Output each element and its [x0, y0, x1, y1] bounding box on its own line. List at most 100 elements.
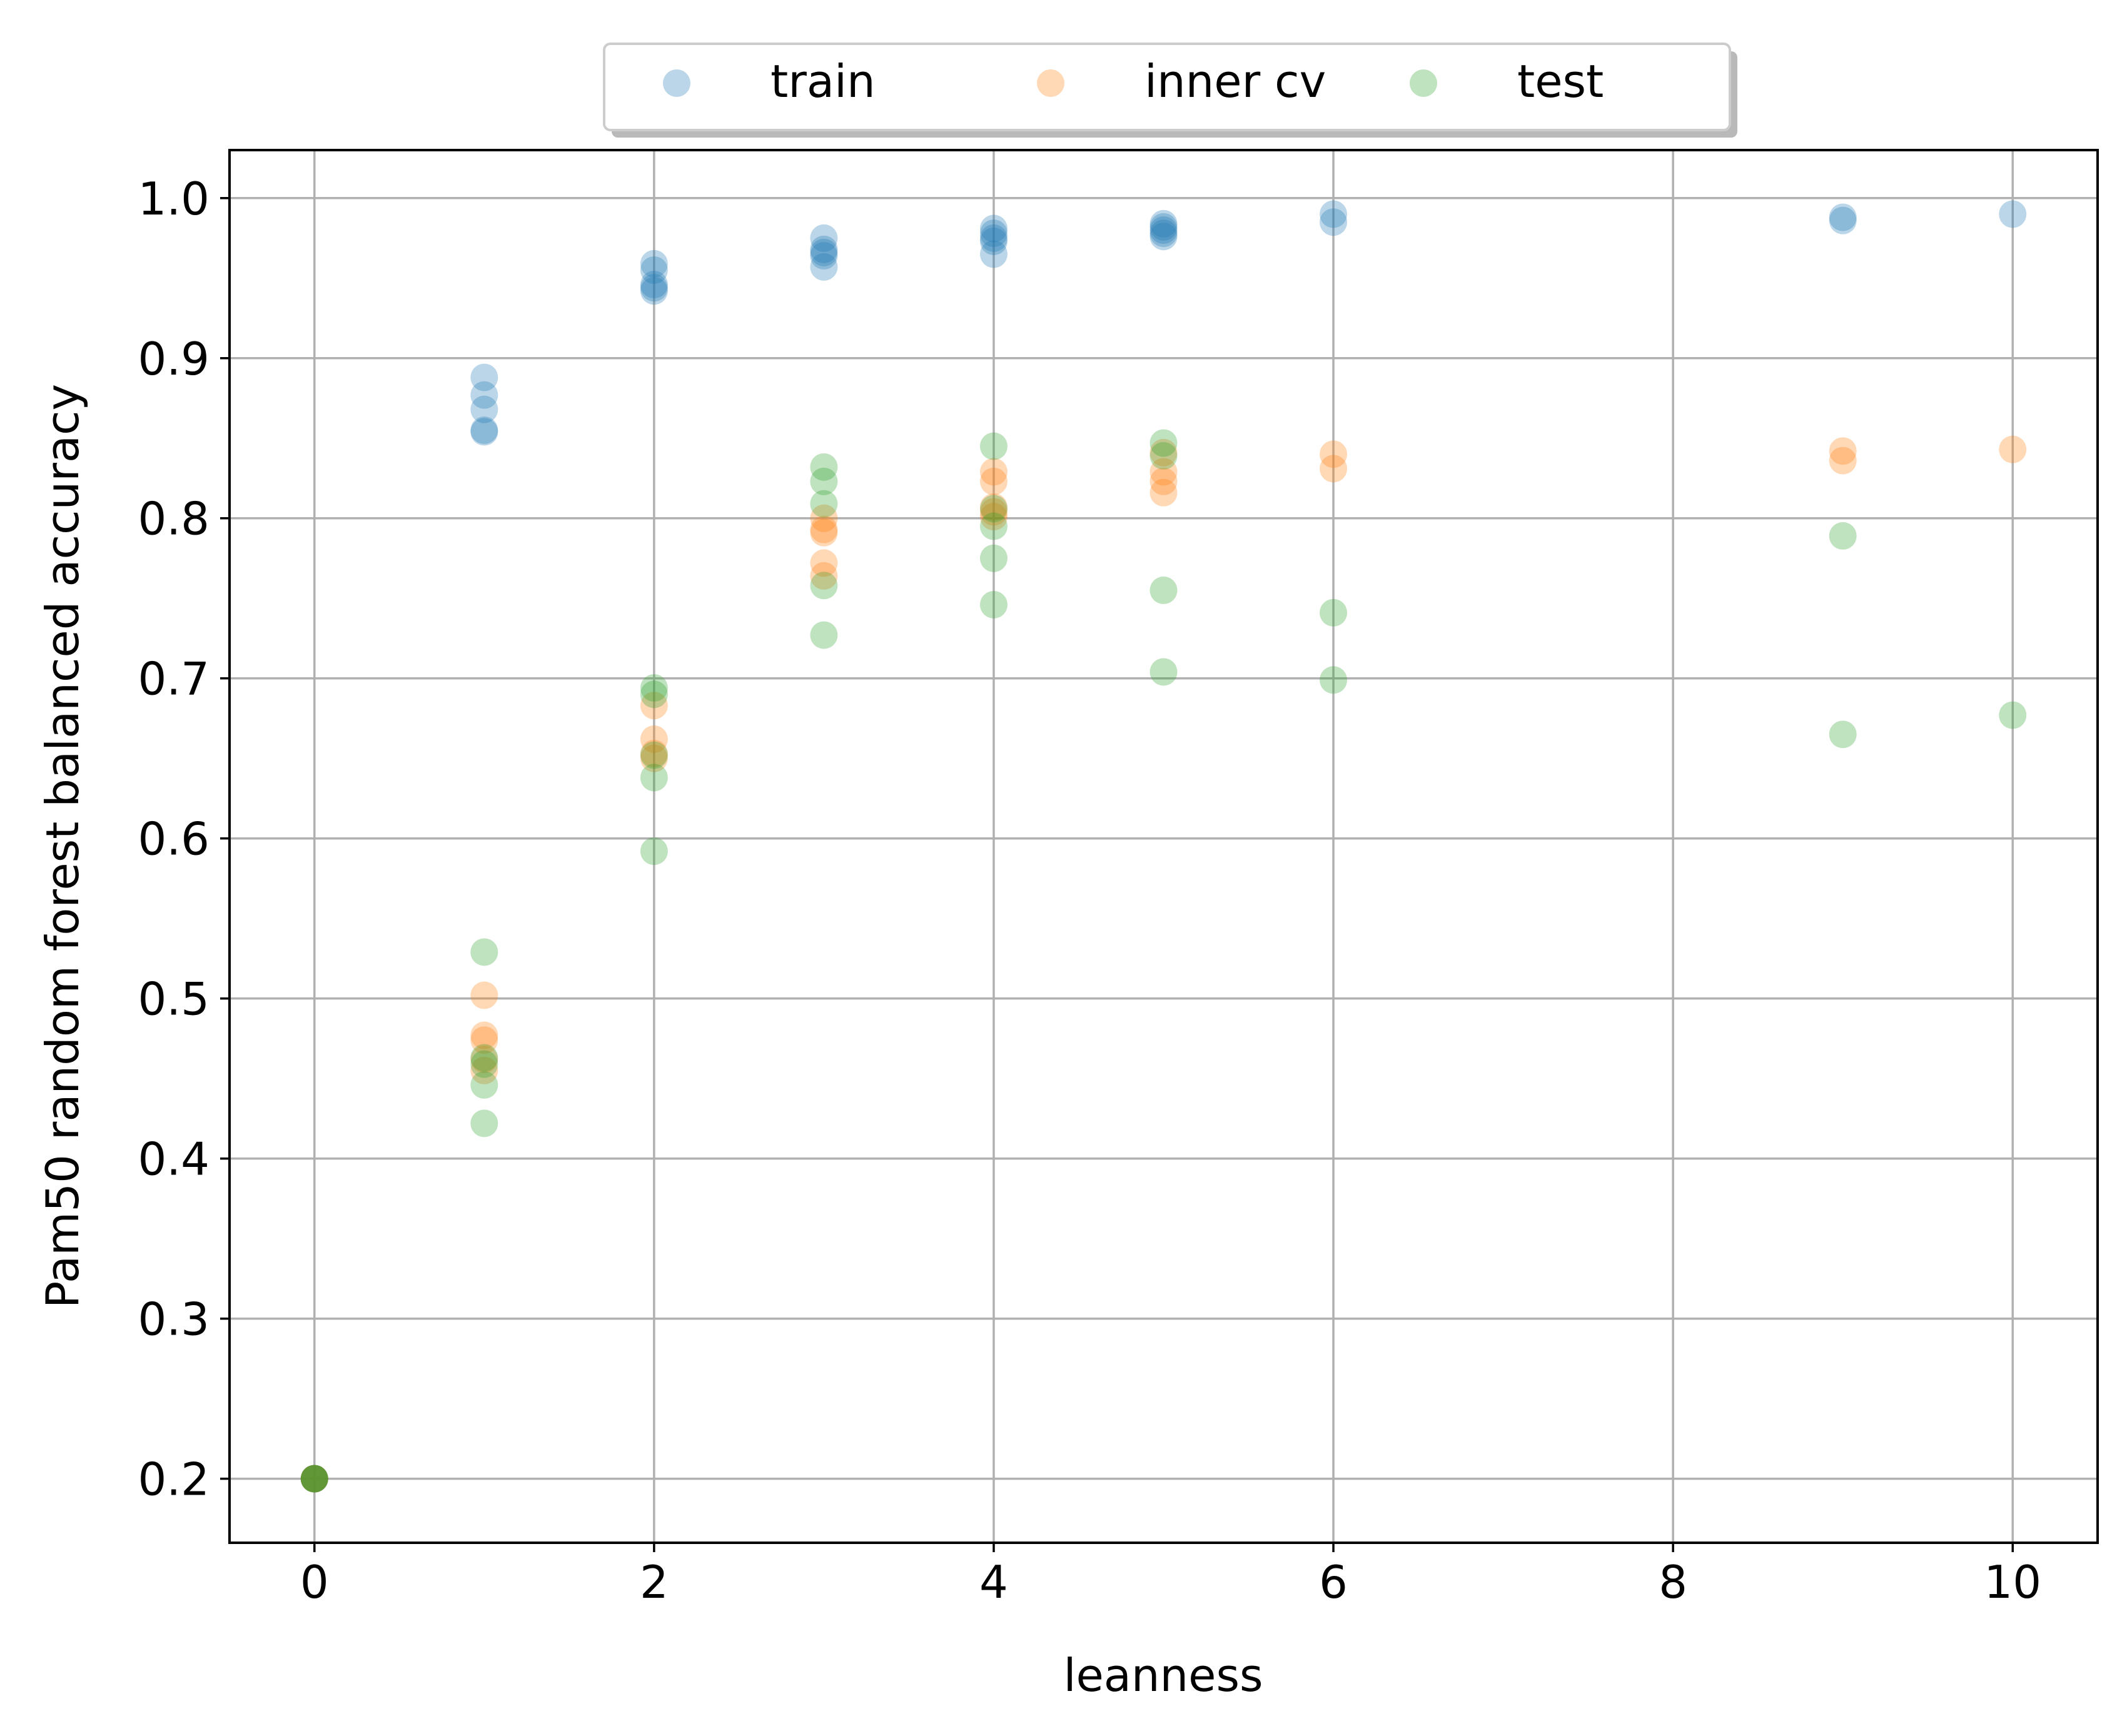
- point-inner-cv: [979, 493, 1008, 521]
- point-test: [1149, 442, 1178, 470]
- legend-box: [603, 43, 1731, 131]
- point-test: [640, 837, 668, 865]
- point-train: [640, 277, 668, 305]
- point-inner-cv: [1999, 435, 2027, 463]
- point-test: [810, 572, 838, 600]
- y-tick-label: 0.2: [138, 1453, 210, 1506]
- point-inner-cv: [470, 1026, 498, 1054]
- point-inner-cv: [979, 503, 1008, 531]
- legend-marker-train: [663, 69, 690, 97]
- legend-items: train inner cv test: [663, 55, 1604, 108]
- point-test: [979, 432, 1008, 460]
- point-train: [1320, 200, 1348, 228]
- point-train: [1149, 216, 1178, 244]
- y-axis-ticks: 0.2 0.3 0.4 0.5 0.6 0.7 0.8 0.9 1.0: [138, 173, 230, 1506]
- point-test: [1829, 522, 1857, 550]
- point-train: [640, 271, 668, 299]
- point-inner-cv: [1149, 438, 1178, 467]
- point-train: [810, 224, 838, 252]
- point-train: [640, 274, 668, 302]
- x-axis-ticks: 0 2 4 6 8 10: [300, 1543, 2041, 1608]
- point-test: [810, 490, 838, 518]
- point-inner-cv: [300, 1465, 328, 1493]
- point-test: [1149, 576, 1178, 604]
- point-test: [470, 1050, 498, 1078]
- grid-lines: [230, 150, 2098, 1543]
- point-test: [810, 453, 838, 481]
- point-train: [979, 220, 1008, 248]
- point-train: [1149, 213, 1178, 241]
- point-test: [1999, 701, 2027, 729]
- point-train: [470, 381, 498, 409]
- data-points: [300, 200, 2027, 1493]
- point-inner-cv: [810, 549, 838, 577]
- point-test: [979, 544, 1008, 572]
- point-train: [810, 238, 838, 266]
- point-inner-cv: [810, 518, 838, 547]
- point-train: [1149, 209, 1178, 238]
- point-train: [979, 227, 1008, 255]
- point-train: [470, 395, 498, 423]
- point-test: [1829, 720, 1857, 749]
- legend-label-train: train: [770, 55, 876, 108]
- point-test: [1320, 666, 1348, 694]
- point-train: [810, 241, 838, 270]
- x-tick-label: 2: [640, 1556, 669, 1608]
- point-train: [1149, 220, 1178, 248]
- point-inner-cv: [300, 1465, 328, 1493]
- point-train: [979, 224, 1008, 252]
- point-test: [810, 621, 838, 649]
- point-inner-cv: [979, 467, 1008, 495]
- point-test: [1320, 598, 1348, 627]
- point-test: [470, 1109, 498, 1138]
- y-tick-label: 1.0: [138, 173, 210, 225]
- point-test: [470, 1044, 498, 1072]
- point-inner-cv: [810, 562, 838, 590]
- x-axis-label: leanness: [1063, 1649, 1263, 1702]
- point-inner-cv: [640, 744, 668, 772]
- x-tick-label: 6: [1319, 1556, 1348, 1608]
- point-inner-cv: [810, 515, 838, 543]
- y-tick-label: 0.4: [138, 1133, 210, 1186]
- point-test: [640, 674, 668, 702]
- y-tick-label: 0.9: [138, 333, 210, 385]
- point-inner-cv: [1829, 437, 1857, 465]
- point-inner-cv: [470, 981, 498, 1009]
- x-tick-label: 0: [300, 1556, 329, 1608]
- point-test: [300, 1465, 328, 1493]
- point-inner-cv: [300, 1465, 328, 1493]
- x-tick-label: 10: [1984, 1556, 2041, 1608]
- point-inner-cv: [640, 692, 668, 720]
- point-train: [640, 256, 668, 284]
- plot-frame: [228, 149, 2099, 1544]
- point-train: [1829, 203, 1857, 231]
- legend-label-test: test: [1517, 55, 1604, 108]
- y-axis-label: Pam50 random forest balanced accuracy: [36, 384, 89, 1308]
- y-tick-label: 0.5: [138, 973, 210, 1026]
- point-train: [470, 418, 498, 446]
- point-train: [1320, 208, 1348, 236]
- y-tick-label: 0.3: [138, 1293, 210, 1346]
- point-inner-cv: [470, 1045, 498, 1073]
- point-inner-cv: [1320, 455, 1348, 483]
- point-test: [640, 741, 668, 769]
- point-inner-cv: [1149, 458, 1178, 486]
- x-tick-label: 4: [979, 1556, 1008, 1608]
- point-test: [470, 1071, 498, 1099]
- y-tick-label: 0.7: [138, 653, 210, 705]
- point-train: [810, 253, 838, 281]
- point-inner-cv: [1320, 440, 1348, 468]
- point-train: [1149, 223, 1178, 251]
- point-test: [300, 1465, 328, 1493]
- point-inner-cv: [1149, 467, 1178, 495]
- point-inner-cv: [470, 1056, 498, 1084]
- point-test: [979, 512, 1008, 540]
- point-test: [810, 467, 838, 495]
- legend-marker-inner-cv: [1037, 69, 1064, 97]
- point-test: [640, 680, 668, 709]
- point-train: [810, 235, 838, 263]
- point-train: [1829, 206, 1857, 235]
